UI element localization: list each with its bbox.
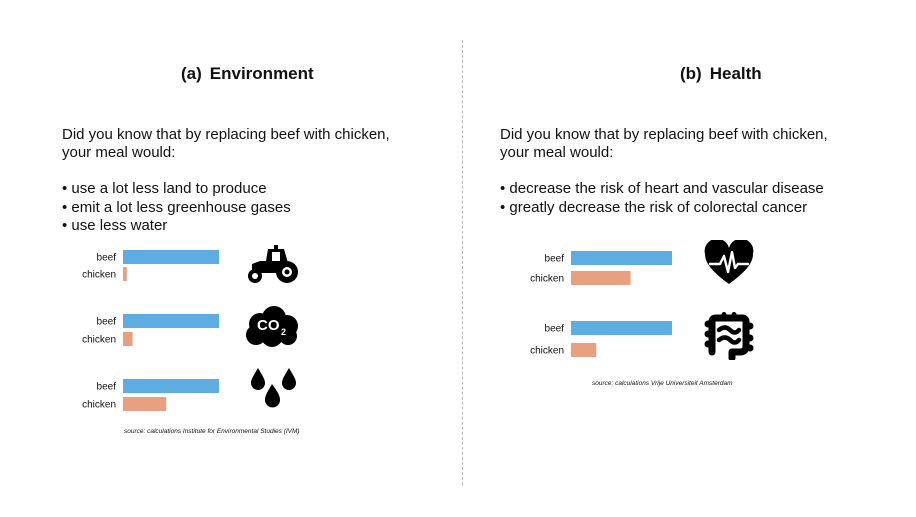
- panel-divider: [462, 40, 463, 485]
- water-use-chart: beef chicken: [82, 379, 219, 411]
- bar-chicken: [123, 267, 127, 281]
- co2-label: CO: [257, 317, 280, 334]
- health-title-text: Health: [709, 64, 762, 83]
- category-label-beef: beef: [97, 382, 117, 393]
- health-intro: Did you know that by replacing beef with…: [500, 126, 828, 161]
- environment-bullet: use a lot less land to produce: [62, 180, 291, 199]
- bar-chicken: [571, 271, 631, 285]
- environment-panel-label: (a): [181, 64, 202, 83]
- category-label-chicken: chicken: [82, 400, 116, 411]
- bar-beef: [571, 321, 672, 335]
- environment-bullet-list: use a lot less land to produce emit a lo…: [62, 180, 291, 236]
- heart-rate-icon: [704, 240, 754, 284]
- water-drops-icon: [251, 368, 296, 408]
- bar-chicken: [123, 397, 167, 411]
- co2-cloud-icon: CO 2: [244, 306, 300, 348]
- category-label-chicken: chicken: [82, 335, 116, 346]
- heart-disease-chart: beef chicken: [530, 251, 672, 285]
- bar-beef: [123, 250, 219, 264]
- category-label-beef: beef: [97, 317, 117, 328]
- environment-source: source: calculations Institute for Envir…: [124, 428, 300, 435]
- environment-title-text: Environment: [209, 64, 314, 83]
- health-bullet: decrease the risk of heart and vascular …: [500, 180, 823, 199]
- environment-bullet: emit a lot less greenhouse gases: [62, 199, 290, 218]
- category-label-beef: beef: [545, 324, 565, 335]
- category-label-chicken: chicken: [82, 270, 116, 281]
- health-bullet: greatly decrease the risk of colorectal …: [500, 199, 824, 218]
- health-source: source: calculations Vrije Universiteit …: [592, 380, 733, 387]
- environment-title: (a) Environment: [181, 64, 314, 84]
- health-title: (b) Health: [680, 64, 762, 84]
- category-label-chicken: chicken: [530, 346, 564, 357]
- bar-beef: [571, 251, 672, 265]
- category-label-beef: beef: [97, 253, 117, 264]
- environment-intro: Did you know that by replacing beef with…: [62, 126, 390, 161]
- bar-beef: [123, 379, 219, 393]
- health-bullet-list: decrease the risk of heart and vascular …: [500, 180, 824, 218]
- intestine-icon: [704, 312, 754, 360]
- bar-chicken: [571, 343, 597, 357]
- greenhouse-gas-chart: beef chicken: [82, 314, 219, 346]
- co2-subscript: 2: [281, 327, 287, 337]
- environment-bullet: use less water: [62, 217, 291, 236]
- environment-panel: (a) Environment Did you know that by repl…: [0, 0, 458, 517]
- bar-beef: [123, 314, 219, 328]
- health-panel: (b) Health Did you know that by replacing…: [458, 0, 916, 517]
- colorectal-cancer-chart: beef chicken: [530, 321, 672, 357]
- land-use-chart: beef chicken: [82, 250, 219, 281]
- health-panel-label: (b): [680, 64, 702, 83]
- category-label-beef: beef: [545, 254, 565, 265]
- bar-chicken: [123, 332, 133, 346]
- category-label-chicken: chicken: [530, 274, 564, 285]
- tractor-icon: [248, 245, 298, 283]
